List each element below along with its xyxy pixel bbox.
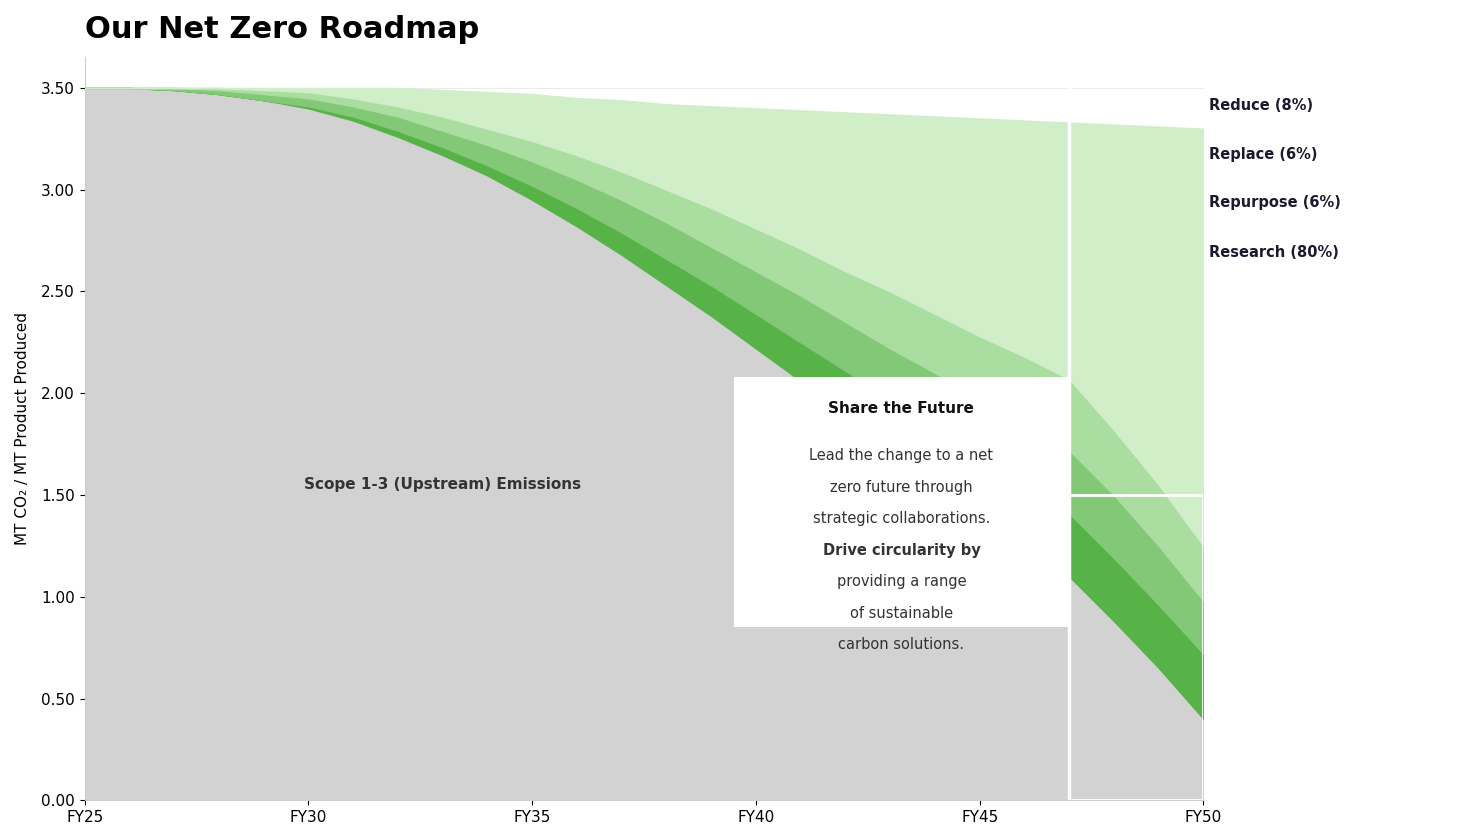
Text: Scope 1-3 (Upstream) Emissions: Scope 1-3 (Upstream) Emissions	[304, 477, 581, 492]
Text: Reduce (8%): Reduce (8%)	[1209, 98, 1313, 113]
Text: Share the Future: Share the Future	[828, 402, 974, 417]
Text: Our Net Zero Roadmap: Our Net Zero Roadmap	[84, 15, 479, 44]
Text: of sustainable: of sustainable	[850, 606, 954, 621]
Text: providing a range: providing a range	[837, 575, 967, 590]
Bar	[734, 377, 1069, 627]
Text: Lead the change to a net: Lead the change to a net	[809, 449, 993, 463]
Y-axis label: MT CO₂ / MT Product Produced: MT CO₂ / MT Product Produced	[15, 312, 29, 545]
Text: Research (80%): Research (80%)	[1209, 244, 1338, 260]
Text: Replace (6%): Replace (6%)	[1209, 146, 1318, 161]
Text: carbon solutions.: carbon solutions.	[839, 638, 964, 653]
Text: zero future through: zero future through	[830, 480, 973, 495]
Text: strategic collaborations.: strategic collaborations.	[812, 512, 991, 527]
Bar	[1069, 495, 1203, 801]
Text: Drive circularity by: Drive circularity by	[822, 543, 980, 558]
Text: Repurpose (6%): Repurpose (6%)	[1209, 195, 1341, 210]
